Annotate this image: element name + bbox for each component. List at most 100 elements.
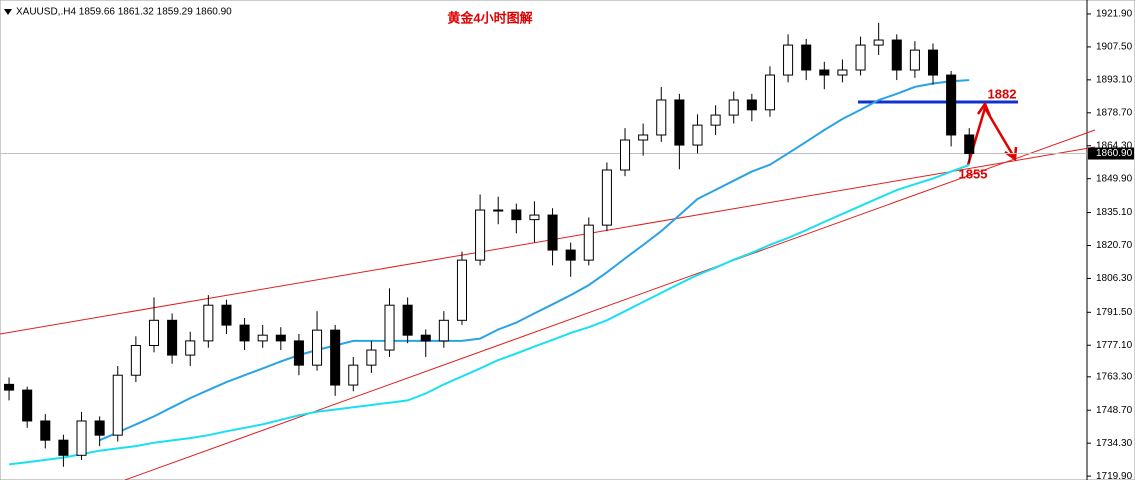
candle-body	[475, 209, 486, 261]
candle	[475, 194, 486, 266]
candle-body	[58, 439, 69, 456]
candle	[293, 334, 304, 376]
candle-body	[456, 259, 468, 321]
candle	[203, 295, 214, 348]
candle	[40, 414, 51, 449]
candle-body	[837, 69, 848, 76]
candle-body	[312, 329, 323, 366]
moving-average	[8, 164, 970, 466]
candle	[221, 299, 232, 335]
candle	[837, 59, 848, 83]
candle-body	[203, 304, 214, 342]
candle	[112, 366, 123, 442]
moving-average	[99, 79, 970, 442]
y-tick-label: 1835.10	[1096, 207, 1133, 218]
candle-body	[855, 44, 866, 71]
candle-body	[529, 214, 540, 221]
candle-body	[257, 334, 268, 342]
candle	[330, 324, 341, 396]
candle-body	[801, 44, 812, 71]
y-tick-label: 1748.70	[1096, 405, 1133, 416]
candle	[420, 329, 431, 357]
candle-body	[22, 389, 33, 422]
y-tick-label: 1777.10	[1096, 340, 1133, 351]
candle-body	[511, 209, 522, 221]
candle	[257, 324, 268, 348]
upper-trend-line	[0, 146, 1096, 335]
candle	[746, 93, 757, 122]
candle-body	[40, 420, 51, 441]
candle-body	[420, 334, 431, 342]
y-tick-label: 1734.30	[1096, 438, 1133, 449]
candle	[565, 242, 576, 277]
candle-body	[76, 420, 87, 456]
y-tick-label: 1763.30	[1096, 371, 1133, 382]
candle-body	[819, 69, 830, 76]
chart-title: 黄金4小时图解	[447, 10, 532, 25]
y-tick-label: 1791.50	[1096, 307, 1133, 318]
candle-body	[601, 169, 612, 226]
candle-body	[493, 209, 504, 212]
candle	[239, 318, 250, 351]
candle-body	[964, 134, 975, 155]
y-tick-label: 1921.90	[1096, 9, 1133, 20]
candle	[312, 311, 323, 371]
arrow-head	[1004, 146, 1018, 162]
candle	[692, 114, 703, 154]
candle	[728, 91, 739, 124]
candle-body	[384, 304, 395, 351]
candle	[710, 105, 721, 135]
candle	[348, 356, 359, 392]
candle	[891, 34, 902, 81]
candle-body	[746, 99, 757, 111]
candle	[185, 331, 196, 367]
candle-body	[366, 349, 377, 366]
candle-body	[167, 319, 178, 356]
candle-body	[619, 139, 631, 171]
candle	[76, 411, 87, 460]
candle-body	[438, 319, 449, 342]
menu-arrow[interactable]	[4, 9, 12, 15]
candle	[4, 377, 15, 401]
candle-body	[130, 344, 141, 376]
candle-body	[239, 324, 250, 342]
candle	[601, 162, 612, 232]
candle-body	[348, 364, 359, 386]
candle	[130, 336, 141, 383]
y-tick-label: 1907.50	[1096, 42, 1133, 53]
candle-body	[112, 374, 123, 436]
candle	[547, 208, 558, 266]
candle	[964, 128, 975, 163]
chart-header: XAUUSD,.H4 1859.66 1861.32 1859.29 1860.…	[16, 7, 232, 18]
candle	[167, 313, 178, 364]
candle	[801, 38, 812, 81]
candle-body	[185, 340, 196, 356]
candle-body	[547, 214, 558, 251]
candle-body	[583, 224, 594, 261]
candle	[456, 251, 468, 325]
candle-body	[4, 383, 15, 391]
candle-body	[783, 44, 794, 76]
y-tick-label: 1878.70	[1096, 107, 1133, 118]
candle-body	[710, 114, 721, 126]
candle	[511, 203, 522, 234]
candle	[619, 128, 631, 177]
annotation-label: 1882	[988, 86, 1017, 101]
candle-body	[330, 329, 341, 386]
candle	[583, 217, 594, 266]
trend-lines	[0, 129, 1096, 480]
lower-trend-line	[124, 129, 1096, 480]
y-tick-label: 1806.30	[1096, 273, 1133, 284]
candle	[638, 123, 649, 156]
candle	[148, 297, 160, 353]
candle	[855, 36, 866, 76]
candle-body	[728, 99, 739, 116]
current-price-label: 1860.90	[1096, 148, 1133, 159]
candle	[946, 70, 957, 147]
candle-body	[946, 74, 957, 136]
candle-body	[656, 99, 667, 136]
candle	[493, 196, 504, 225]
arrow-head	[976, 101, 992, 117]
candle	[529, 201, 540, 243]
